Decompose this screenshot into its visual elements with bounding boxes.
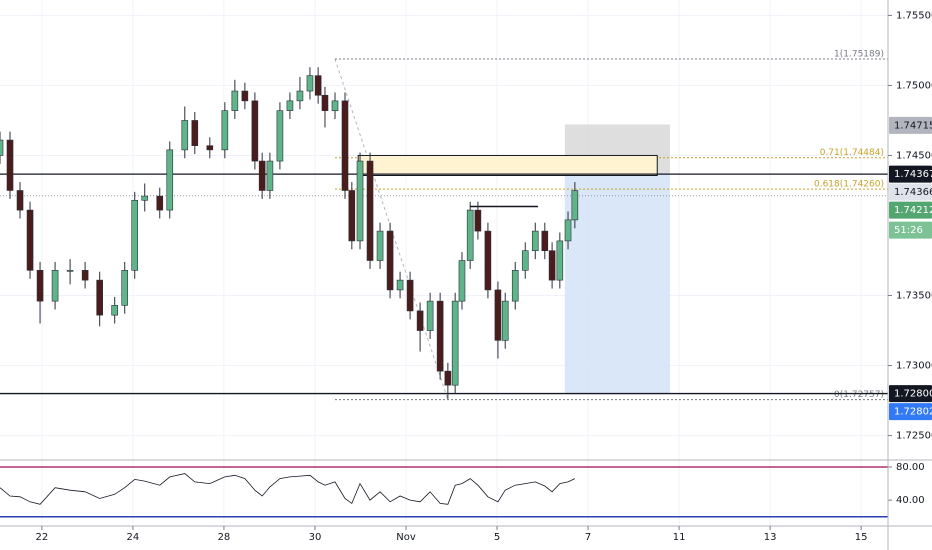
price-tag-label: 1.74715 [894, 120, 932, 131]
x-tick-label: 30 [309, 532, 322, 543]
price-tag [889, 403, 932, 421]
candle-body [531, 230, 539, 252]
candle-body [16, 190, 24, 211]
candle-body [266, 160, 274, 191]
candle-body [436, 300, 444, 372]
candle-body [458, 260, 466, 302]
candle-body [521, 250, 529, 271]
candle-body [111, 305, 118, 316]
price-tag [889, 165, 932, 183]
candle-body [494, 289, 502, 341]
candle-body [556, 240, 564, 281]
x-tick-label: Nov [396, 532, 416, 543]
candle-body [156, 195, 164, 211]
candle-body [416, 310, 424, 331]
rsi-tick-label: 80.00 [896, 462, 925, 473]
candle-body [81, 270, 89, 281]
candle-body [0, 139, 4, 156]
candle-body [348, 190, 356, 242]
x-tick-label: 22 [36, 532, 49, 543]
candle-body [376, 230, 384, 261]
candle-body [251, 100, 259, 162]
candle-body [444, 370, 452, 386]
x-tick-label: 13 [764, 532, 777, 543]
candle-body [426, 300, 434, 331]
candle-body [396, 279, 404, 291]
y-tick-label: 1.72500 [896, 431, 932, 442]
candle-body [321, 94, 329, 111]
candle-body [51, 270, 59, 302]
candle-body [96, 279, 103, 316]
candle-body [166, 149, 174, 211]
candle-body [66, 270, 74, 272]
candle-body [451, 300, 459, 386]
candle-body [406, 279, 414, 312]
candle-body [6, 139, 14, 191]
candle-body [314, 75, 322, 96]
candle-body [306, 75, 314, 92]
x-tick-label: 5 [494, 532, 500, 543]
rsi-line [0, 473, 576, 505]
y-tick-label: 1.73500 [896, 291, 932, 302]
candle-body [191, 120, 199, 146]
price-tag [889, 201, 932, 219]
fib-label: 1(1.75189) [834, 49, 884, 59]
candle-body [221, 110, 229, 151]
x-tick-label: 11 [673, 532, 686, 543]
supply-zone [357, 154, 658, 176]
price-tag [889, 385, 932, 403]
rsi-tick-label: 40.00 [896, 495, 925, 506]
candle-body [356, 160, 364, 242]
candle-body [331, 100, 339, 111]
candle-body [341, 100, 349, 191]
price-tag-label: 1.74212 [894, 205, 932, 216]
candle-body [548, 250, 556, 281]
candle-body [241, 90, 249, 102]
candle-body [541, 230, 549, 252]
candle-body [466, 209, 474, 261]
candle-body [26, 209, 34, 271]
fib-label: 0.618(1.74260) [814, 180, 884, 190]
candle-body [206, 145, 214, 151]
y-tick-label: 1.75500 [896, 10, 932, 21]
fib-label: 0.71(1.74484) [820, 148, 884, 158]
candle-body [511, 270, 519, 302]
candle-body [386, 230, 394, 291]
x-tick-label: 28 [218, 532, 231, 543]
y-tick-label: 1.74500 [896, 150, 932, 161]
candle-body [564, 219, 572, 242]
x-tick-label: 24 [127, 532, 140, 543]
candle-body [141, 195, 149, 201]
price-tag [889, 221, 932, 239]
price-tag [889, 183, 932, 201]
fib-label: 0(1.72757) [834, 390, 884, 400]
target-zone [564, 174, 670, 394]
candle-body [36, 270, 44, 302]
candle-body [474, 209, 482, 232]
candle-body [286, 100, 294, 111]
candle-body [131, 199, 139, 271]
price-tag [889, 116, 932, 134]
candle-body [258, 160, 266, 191]
candle-body [501, 300, 509, 341]
price-tag-label: 1.72800 [894, 389, 932, 400]
candle-body [276, 110, 284, 162]
candle-body [484, 230, 492, 291]
price-tag-label: 1.74367 [894, 169, 932, 180]
candle-body [181, 120, 189, 151]
candle-body [571, 190, 579, 221]
x-tick-label: 15 [855, 532, 868, 543]
price-tag-label: 51:26 [894, 225, 923, 236]
x-tick-label: 7 [585, 532, 591, 543]
candle-body [366, 160, 374, 261]
candle-body [296, 90, 304, 102]
price-tag-label: 1.72802 [894, 407, 932, 418]
candle-body [231, 90, 239, 111]
candle-body [121, 270, 129, 306]
y-tick-label: 1.73000 [896, 361, 932, 372]
price-tag-label: 1.74366 [894, 187, 932, 198]
y-tick-label: 1.75000 [896, 80, 932, 91]
